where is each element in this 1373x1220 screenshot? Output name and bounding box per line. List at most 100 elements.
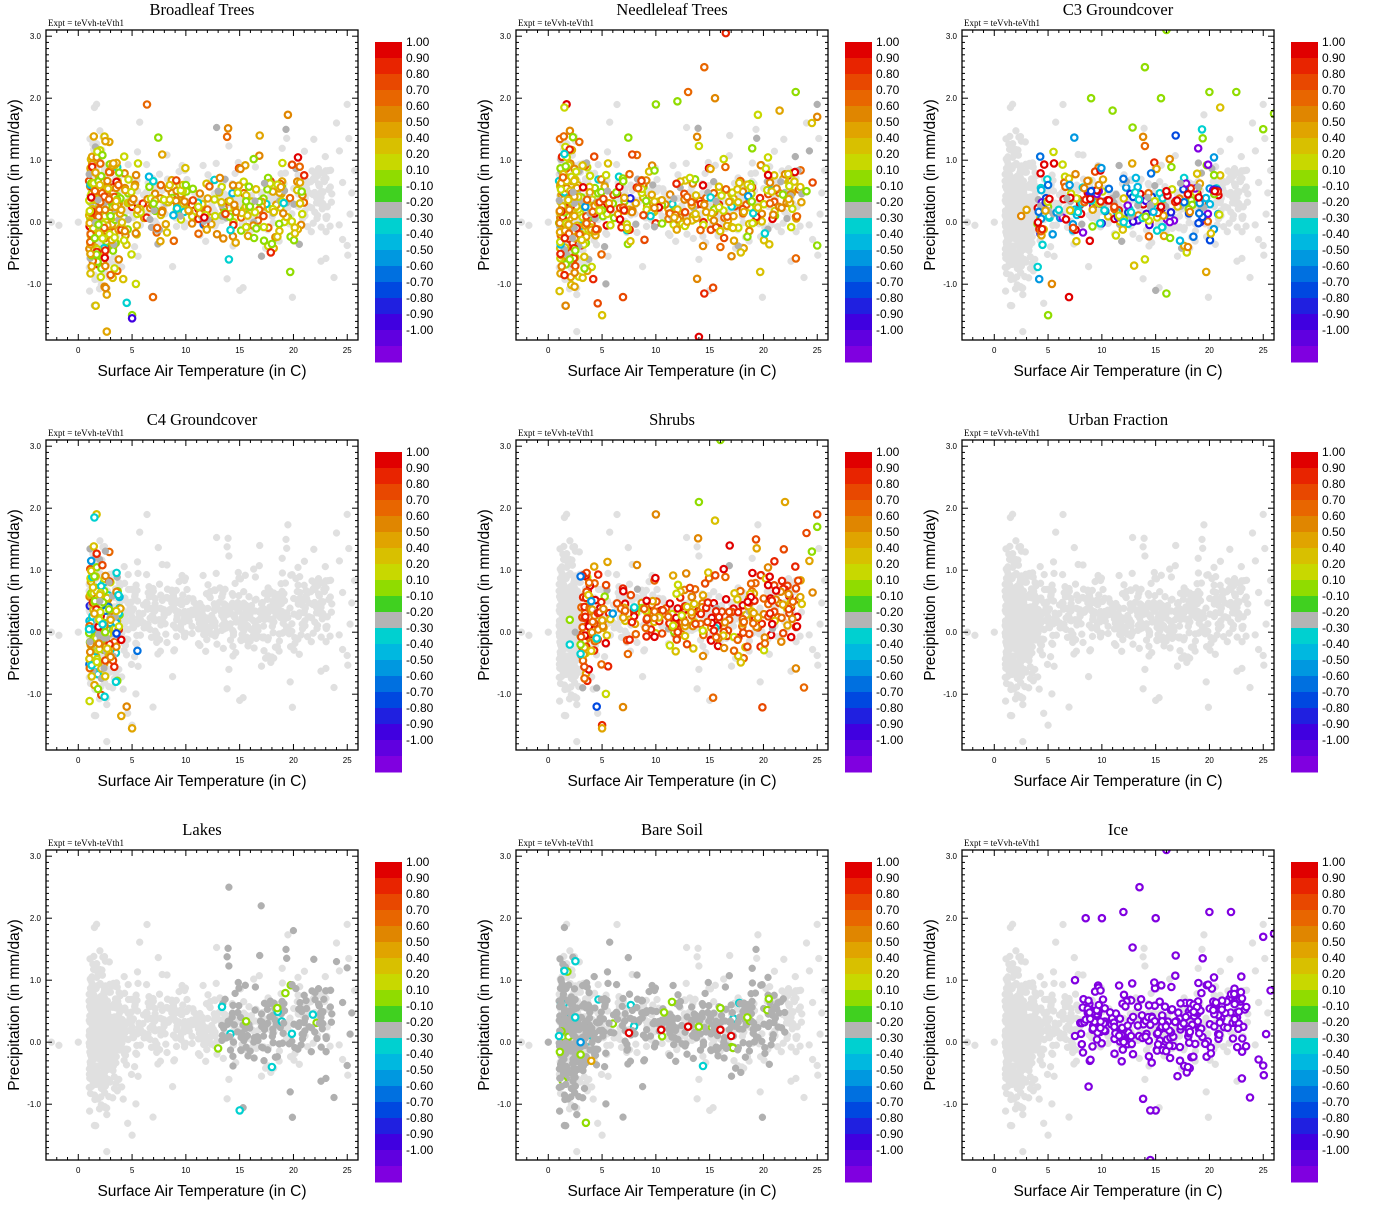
colorbar-segment bbox=[375, 74, 402, 91]
data-point bbox=[561, 104, 567, 110]
data-point bbox=[115, 182, 121, 188]
data-point bbox=[693, 192, 699, 198]
data-point bbox=[297, 179, 303, 185]
data-point bbox=[556, 288, 562, 294]
background-point bbox=[1260, 242, 1267, 249]
data-point bbox=[104, 328, 110, 334]
data-point bbox=[147, 216, 154, 223]
data-point bbox=[181, 198, 187, 204]
data-point bbox=[792, 153, 799, 160]
data-point bbox=[163, 221, 169, 227]
colorbar-label: -0.90 bbox=[876, 307, 904, 321]
data-point bbox=[651, 167, 657, 173]
colorbar-segment bbox=[375, 218, 402, 235]
data-point bbox=[222, 211, 228, 217]
data-point bbox=[1100, 176, 1106, 182]
colorbar-label: -0.40 bbox=[406, 227, 434, 241]
data-point bbox=[778, 205, 784, 211]
background-point bbox=[749, 160, 756, 167]
data-point bbox=[205, 195, 211, 201]
background-point bbox=[1007, 104, 1014, 111]
colorbar-label: 0.90 bbox=[406, 51, 430, 65]
data-point bbox=[797, 184, 803, 190]
background-point bbox=[1180, 226, 1187, 233]
background-point bbox=[344, 252, 351, 259]
data-point bbox=[1073, 238, 1079, 244]
data-point bbox=[1123, 184, 1129, 190]
data-point bbox=[212, 213, 218, 219]
background-point bbox=[1238, 153, 1245, 160]
data-point bbox=[1167, 235, 1173, 241]
background-point bbox=[1240, 213, 1247, 220]
background-point bbox=[670, 162, 677, 169]
data-point bbox=[1041, 161, 1047, 167]
data-point bbox=[1072, 171, 1078, 177]
data-point bbox=[213, 124, 220, 131]
data-point bbox=[674, 98, 680, 104]
panel-title: Broadleaf Trees bbox=[150, 0, 255, 19]
data-point bbox=[1136, 196, 1142, 202]
data-point bbox=[226, 256, 232, 262]
background-point bbox=[573, 291, 580, 298]
data-point bbox=[121, 153, 127, 159]
data-point bbox=[701, 64, 707, 70]
background-point bbox=[1018, 263, 1025, 270]
data-point bbox=[87, 251, 93, 257]
background-point bbox=[1201, 111, 1208, 118]
data-point bbox=[583, 220, 589, 226]
data-point bbox=[87, 208, 93, 214]
colorbar-label: -0.30 bbox=[876, 211, 904, 225]
data-point bbox=[770, 212, 776, 218]
data-point bbox=[559, 263, 565, 269]
data-point bbox=[291, 237, 297, 243]
data-point bbox=[133, 172, 139, 178]
x-tick-label: 0 bbox=[546, 346, 551, 355]
data-point bbox=[224, 134, 230, 140]
data-point bbox=[755, 204, 761, 210]
colorbar-label: -0.20 bbox=[406, 195, 434, 209]
data-point bbox=[206, 183, 212, 189]
background-point bbox=[726, 132, 733, 139]
x-axis-label: Surface Air Temperature (in C) bbox=[97, 363, 306, 380]
data-point bbox=[1177, 238, 1183, 244]
background-point bbox=[1226, 220, 1233, 227]
data-point bbox=[1145, 194, 1152, 201]
background-point bbox=[1249, 120, 1256, 127]
background-point bbox=[1244, 199, 1251, 206]
background-point bbox=[323, 228, 330, 235]
data-point bbox=[128, 189, 134, 195]
background-point bbox=[1027, 253, 1034, 260]
colorbar-label: 0.10 bbox=[406, 163, 430, 177]
background-point bbox=[331, 274, 338, 281]
background-point bbox=[301, 148, 308, 155]
data-point bbox=[1185, 244, 1191, 250]
data-point bbox=[1116, 162, 1123, 169]
colorbar-label: -0.90 bbox=[406, 307, 434, 321]
data-point bbox=[1098, 165, 1104, 171]
data-point bbox=[1151, 182, 1158, 189]
data-point bbox=[687, 175, 693, 181]
data-point bbox=[214, 231, 220, 237]
data-point bbox=[124, 300, 130, 306]
colorbar-label: -0.60 bbox=[406, 259, 434, 273]
data-point bbox=[1207, 201, 1213, 207]
background-point bbox=[526, 222, 533, 229]
data-point bbox=[252, 209, 258, 215]
data-point bbox=[755, 112, 761, 118]
background-point bbox=[252, 164, 259, 171]
data-point bbox=[620, 178, 626, 184]
background-point bbox=[308, 228, 315, 235]
background-point bbox=[278, 170, 285, 177]
data-point bbox=[1177, 180, 1184, 187]
data-point bbox=[734, 186, 740, 192]
data-point bbox=[1089, 223, 1095, 229]
x-tick-label: 20 bbox=[289, 346, 298, 355]
data-point bbox=[1035, 219, 1041, 225]
background-point bbox=[1016, 189, 1023, 196]
data-point bbox=[1046, 196, 1052, 202]
data-point bbox=[682, 209, 688, 215]
data-point bbox=[285, 112, 291, 118]
data-point bbox=[710, 285, 716, 291]
y-axis-label: Precipitation (in mm/day) bbox=[6, 99, 23, 270]
data-point bbox=[598, 251, 604, 257]
